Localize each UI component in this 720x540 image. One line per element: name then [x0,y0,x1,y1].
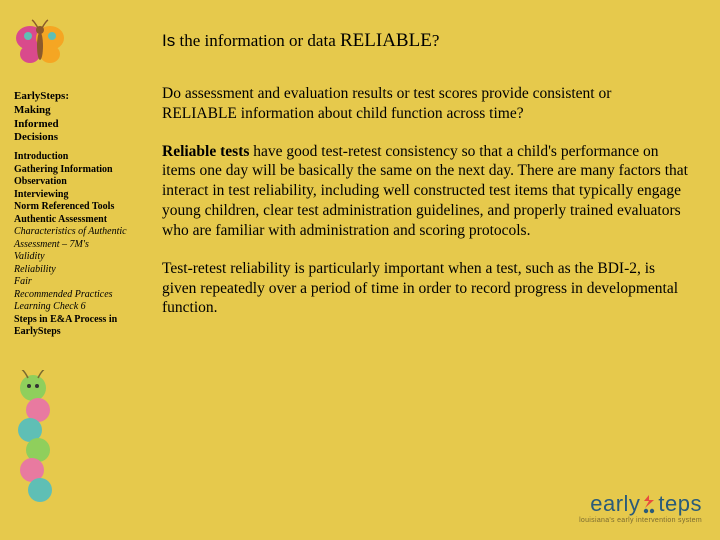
sidebar-item: Fair [14,276,142,289]
sidebar-item: Characteristics of Authentic Assessment … [14,226,142,251]
sidebar-item: Authentic Assessment [14,214,142,227]
sidebar-item: Norm Referenced Tools [14,201,142,214]
heading-emphasis: RELIABLE [340,30,432,51]
sidebar-item: Learning Check 6 [14,301,142,314]
logo-text-post: teps [658,491,702,516]
heading-suffix: ? [432,31,440,50]
sidebar-title-line: EarlySteps: [14,90,142,104]
sidebar-item: Gathering Information [14,164,142,177]
sidebar-item: Recommended Practices [14,289,142,302]
sidebar-item: Validity [14,251,142,264]
logo-subtitle: louisiana's early intervention system [579,517,702,524]
paragraph-2: Reliable tests have good test-retest con… [162,142,690,241]
butterfly-icon [12,18,68,68]
sidebar-list: IntroductionGathering InformationObserva… [14,151,142,339]
sidebar-title-line: Making [14,104,142,118]
logo-s-icon [640,493,658,515]
sidebar-item: Steps in E&A Process in EarlySteps [14,314,142,339]
sidebar-title-line: Informed [14,118,142,132]
logo: early teps louisiana's early interventio… [579,491,702,524]
sidebar-item: Introduction [14,151,142,164]
heading-mid: the information or data [175,31,340,50]
caterpillar-icon [8,370,78,510]
sidebar-title-line: Decisions [14,131,142,145]
logo-main: early teps [579,491,702,517]
sidebar-item: Interviewing [14,189,142,202]
body-text: Do assessment and evaluation results or … [162,84,690,336]
paragraph-2-strong: Reliable tests [162,143,249,160]
slide-heading: Is the information or data RELIABLE? [162,30,682,52]
paragraph-1: Do assessment and evaluation results or … [162,84,690,124]
sidebar-item: Reliability [14,264,142,277]
slide: Is the information or data RELIABLE? Do … [0,0,720,540]
sidebar-item: Observation [14,176,142,189]
logo-text-pre: early [590,491,640,516]
paragraph-3: Test-retest reliability is particularly … [162,259,690,318]
sidebar: EarlySteps: Making Informed Decisions In… [14,90,142,339]
sidebar-title: EarlySteps: Making Informed Decisions [14,90,142,145]
heading-prefix: Is [162,31,175,50]
